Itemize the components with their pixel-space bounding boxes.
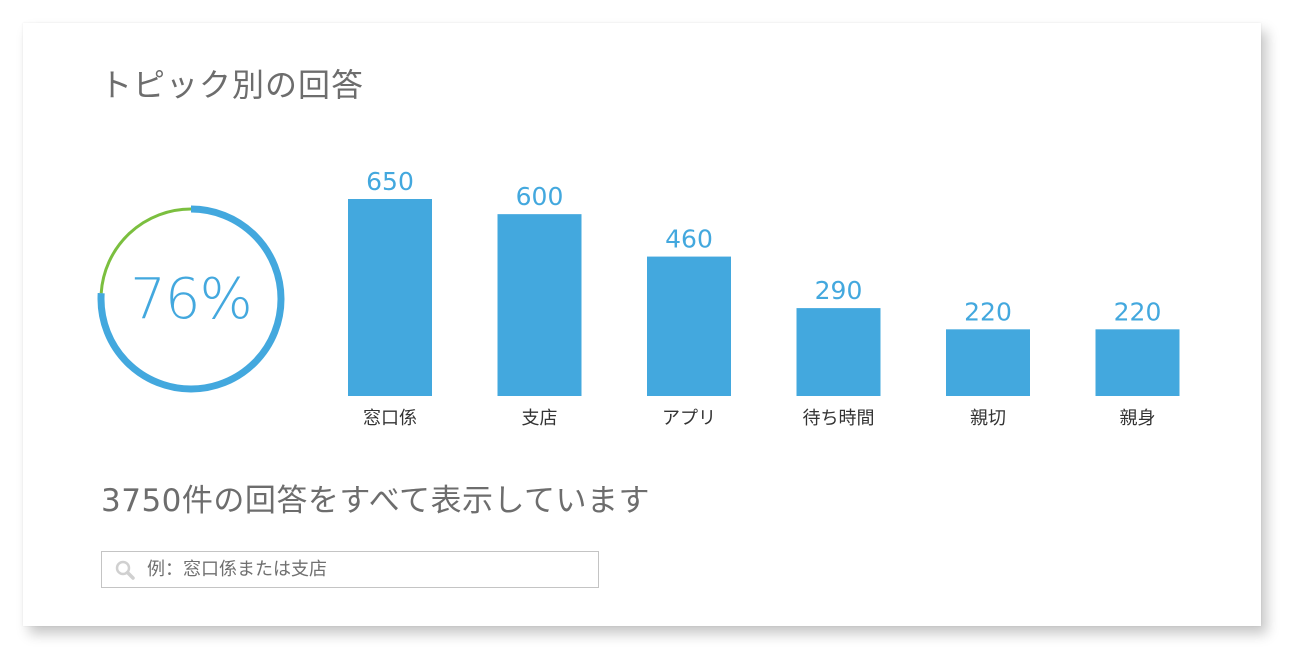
search-box[interactable] [101,551,599,588]
topic-card: トピック別の回答 76% 650 窓口係 600 支店 460 アプリ 290 待ち時間 220… [23,23,1261,626]
bar-value-label: 460 [665,225,713,254]
category-label: 親身 [1120,408,1156,429]
bar-value-label: 290 [815,276,863,305]
bar [497,214,582,396]
search-input[interactable] [147,552,587,587]
search-icon [115,560,135,580]
bar-value-label: 220 [964,297,1012,326]
category-label: 親切 [970,408,1006,429]
bar-value-label: 220 [1114,297,1162,326]
percentage-gauge [97,205,285,393]
response-summary: 3750件の回答をすべて表示しています [101,483,651,519]
category-label: 窓口係 [363,408,417,429]
topic-bar-chart: 650 窓口係 600 支店 460 アプリ 290 待ち時間 220 親切 220 親身 [348,167,1180,429]
category-label: 待ち時間 [803,408,875,429]
bar [946,329,1030,396]
card-title: トピック別の回答 [100,66,365,104]
gauge-percentage-label: 76% [130,266,252,332]
bar [1095,329,1180,396]
gauge-value-arc [97,205,285,393]
bar [647,256,731,396]
bar [348,199,432,396]
bar-value-label: 650 [366,167,414,196]
category-label: 支店 [522,408,558,429]
category-label: アプリ [662,408,716,429]
bar-value-label: 600 [516,182,564,211]
bar [796,308,881,396]
